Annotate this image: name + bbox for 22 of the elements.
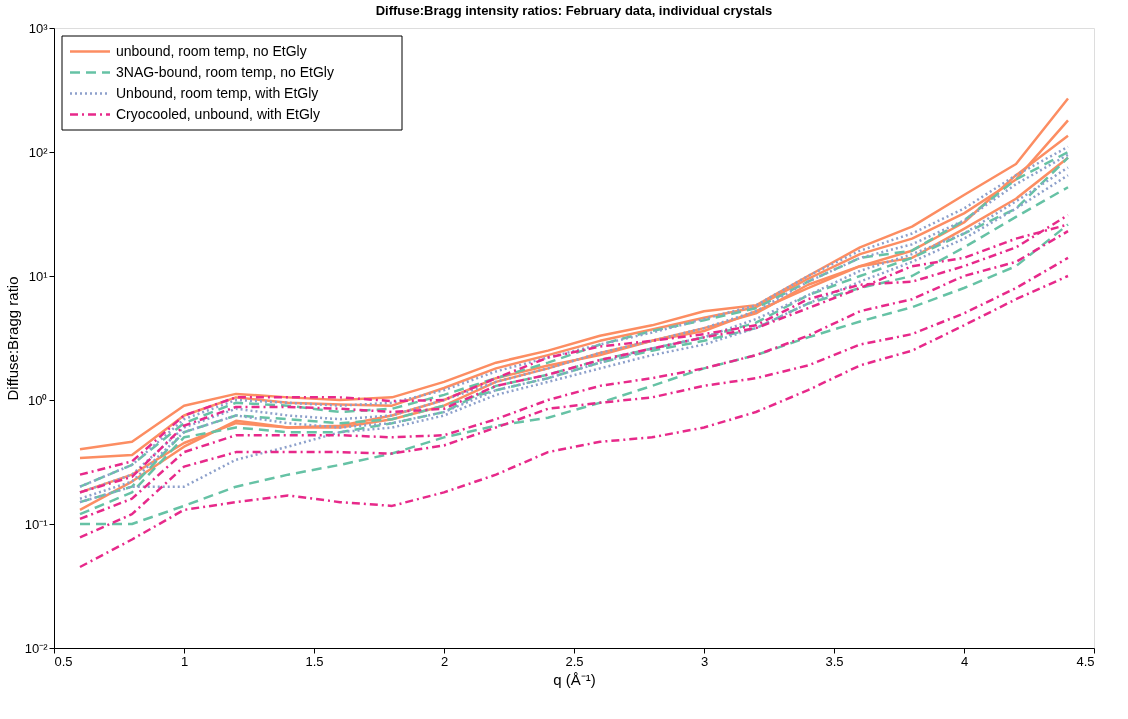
chart-title: Diffuse:Bragg intensity ratios: February data, individual crystals	[375, 3, 773, 18]
y-tick-label: 10³	[28, 20, 49, 36]
x-tick-label: 4	[960, 653, 969, 669]
legend-label: unbound, room temp, no EtGly	[116, 42, 307, 59]
legend-label: 3NAG-bound, room temp, no EtGly	[116, 63, 334, 80]
y-tick-label: 10⁻¹	[24, 516, 49, 532]
y-tick-label: 10²	[28, 144, 49, 160]
y-tick-label: 10⁻²	[24, 640, 49, 656]
x-tick-label: 3.5	[825, 653, 844, 669]
x-tick-label: 4.5	[1076, 653, 1095, 669]
y-tick-label: 10⁰	[28, 392, 48, 408]
x-tick-label: 1	[180, 653, 189, 669]
x-tick-label: 2.5	[565, 653, 584, 669]
x-axis-title: q (Å⁻¹)	[553, 670, 596, 688]
x-tick-label: 3	[700, 653, 709, 669]
y-axis-title: Diffuse:Bragg ratio	[3, 276, 21, 401]
x-tick-label: 0.5	[54, 653, 73, 669]
legend-label: Unbound, room temp, with EtGly	[116, 84, 319, 101]
legend-label: Cryocooled, unbound, with EtGly	[116, 105, 320, 122]
x-tick-label: 1.5	[305, 653, 324, 669]
x-tick-label: 2	[440, 653, 449, 669]
y-tick-label: 10¹	[28, 268, 49, 284]
